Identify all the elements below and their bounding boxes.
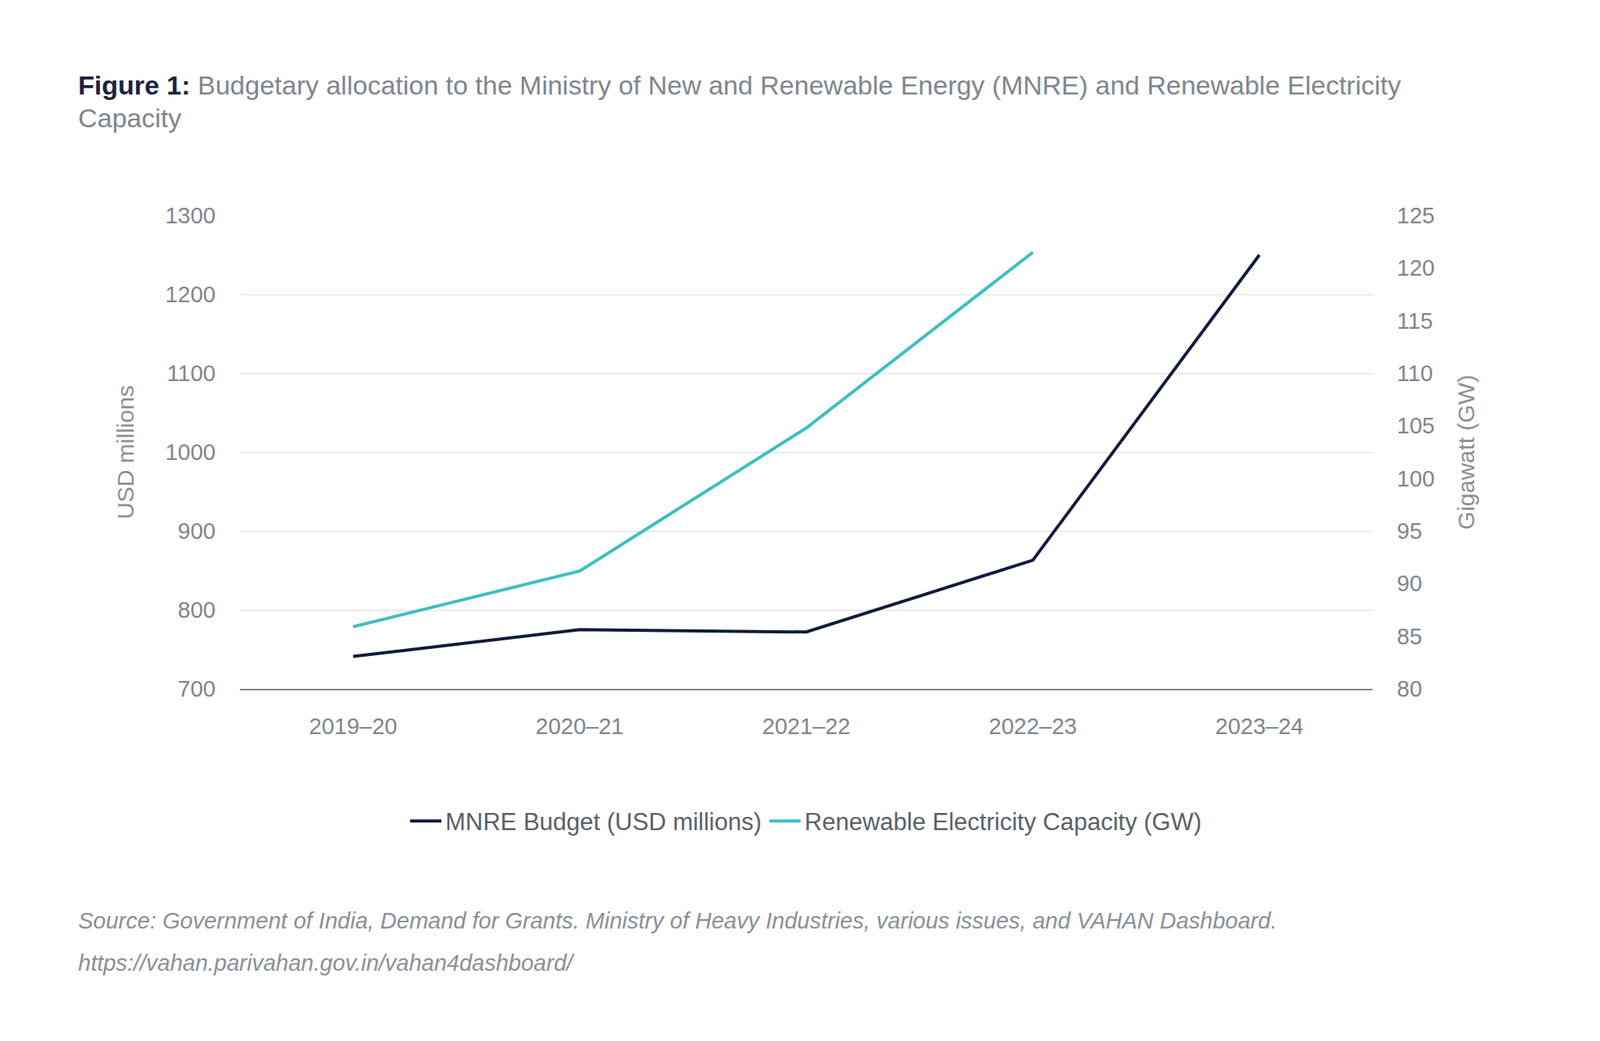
svg-text:2021–22: 2021–22 — [762, 714, 851, 740]
svg-text:900: 900 — [178, 518, 216, 544]
svg-text:2022–23: 2022–23 — [989, 714, 1078, 740]
svg-text:700: 700 — [178, 676, 216, 702]
svg-text:95: 95 — [1396, 518, 1422, 544]
svg-text:MNRE Budget (USD millions): MNRE Budget (USD millions) — [445, 808, 762, 836]
svg-text:2020–21: 2020–21 — [535, 714, 625, 740]
svg-text:80: 80 — [1396, 676, 1422, 702]
svg-text:105: 105 — [1396, 413, 1435, 439]
svg-text:Gigawatt (GW): Gigawatt (GW) — [1453, 375, 1479, 530]
svg-text:2019–20: 2019–20 — [309, 714, 398, 740]
svg-text:115: 115 — [1396, 308, 1433, 334]
svg-text:1200: 1200 — [164, 282, 216, 308]
svg-text:100: 100 — [1396, 466, 1435, 492]
svg-text:Renewable Electricity Capacity: Renewable Electricity Capacity (GW) — [804, 808, 1202, 836]
html-text:Source: Government of India, D: Source: Government of India, Demand for … — [78, 908, 1277, 934]
svg-text:USD millions: USD millions — [112, 385, 139, 520]
svg-text:85: 85 — [1396, 624, 1422, 650]
html-text:Figure 1: Budgetary allocation: Figure 1: Budgetary allocation to the Mi… — [78, 70, 1401, 133]
svg-text:90: 90 — [1396, 571, 1422, 597]
svg-text:800: 800 — [178, 597, 216, 623]
svg-text:2023–24: 2023–24 — [1215, 714, 1304, 740]
html-text:https://vahan.parivahan.gov.in: https://vahan.parivahan.gov.in/vahan4das… — [78, 950, 573, 976]
svg-text:110: 110 — [1396, 360, 1433, 386]
svg-text:1300: 1300 — [164, 203, 216, 229]
svg-text:1000: 1000 — [164, 439, 216, 465]
svg-text:120: 120 — [1396, 255, 1435, 281]
svg-text:1100: 1100 — [167, 360, 216, 386]
svg-text:125: 125 — [1396, 203, 1435, 229]
